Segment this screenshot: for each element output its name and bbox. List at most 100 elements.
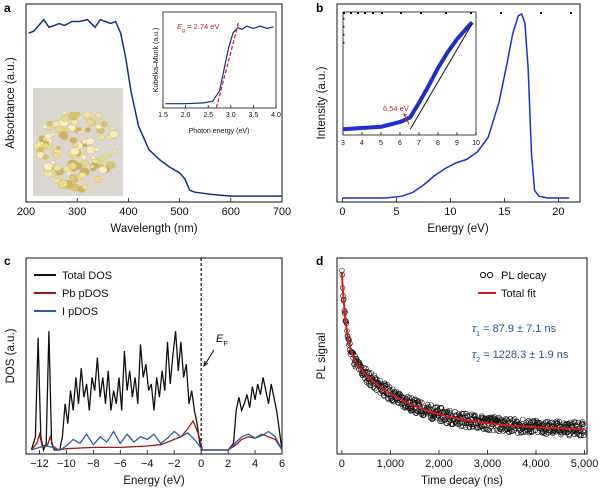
- total-fit-line: [340, 271, 585, 430]
- panel-a-inset-xlabel: Photon energy (eV): [189, 128, 250, 135]
- panel-b-x-tick-label-0: 0: [339, 206, 345, 218]
- panel-c-x-tick-label-7: 2: [225, 458, 231, 470]
- pl-decay-point: [372, 385, 378, 392]
- pl-decay-point: [446, 410, 453, 416]
- crystal-grain: [109, 130, 119, 139]
- panel-a-xlabel: Wavelength (nm): [110, 223, 197, 235]
- pl-decay-point: [466, 424, 473, 431]
- crystal-grain: [105, 161, 116, 170]
- inset-dot: [343, 34, 345, 36]
- pl-decay-point: [522, 429, 529, 435]
- legend-total-fit: Total fit: [501, 288, 536, 300]
- fermi-label: EF: [216, 333, 228, 348]
- panel-b-inset-x-tick-label-3: 6: [398, 140, 402, 147]
- panel-a-inset-x-tick-label-0: 1.5: [158, 112, 168, 119]
- panel-c-x-tick-label-2: −8: [87, 458, 100, 470]
- panel-a-letter: a: [4, 1, 11, 15]
- inset-dot: [470, 12, 472, 14]
- panel-c-ylabel: DOS (a.u.): [5, 328, 17, 383]
- panel-d-x-tick-label-3: 3,000: [474, 458, 502, 470]
- legend-i-pdos: I pDOS: [62, 306, 98, 318]
- crystal-grain: [63, 127, 70, 133]
- crystal-grain: [101, 121, 108, 127]
- pl-decay-point: [453, 412, 460, 418]
- pl-decay-point: [542, 428, 548, 435]
- crystal-grain: [46, 120, 53, 126]
- panel-a-ylabel: Absorbance (a.u.): [5, 57, 17, 149]
- crystal-grain: [92, 158, 99, 164]
- pl-decay-point: [566, 433, 573, 439]
- panel-b-inset-x-tick-label-5: 8: [436, 140, 440, 147]
- pl-decay-point: [493, 427, 500, 433]
- pl-decay-point: [496, 415, 503, 422]
- pl-decay-point: [406, 395, 413, 401]
- pl-decay-point: [396, 400, 402, 406]
- panel-d: d 0 1,000 2,000 3,000 4,000 5,000 Time decay …: [316, 254, 598, 487]
- panel-a-inset-x-tick-label-2: 2.5: [203, 112, 213, 119]
- panel-b-x-tick-label-3: 15: [498, 206, 510, 218]
- pl-decay-point: [459, 411, 466, 417]
- onset-annotation: 6.54 eV: [383, 104, 409, 113]
- crystal-grain: [78, 172, 87, 179]
- pl-decay-point: [439, 405, 445, 411]
- panel-c-legend: Total DOS Pb pDOS I pDOS: [34, 270, 112, 318]
- legend-marker-pl-decay: [479, 271, 487, 279]
- fermi-arrowhead: [203, 360, 209, 368]
- inset-dot: [420, 12, 422, 14]
- panel-d-x-tick-label-5: 5,000: [571, 458, 599, 470]
- panel-b-inset: 3 4 5 6 7 8 9 10 6.54 eV: [341, 11, 572, 147]
- pl-decay-point: [570, 420, 576, 427]
- crystal-grain: [98, 166, 108, 174]
- pl-decay-point: [365, 369, 371, 375]
- panel-d-ylabel: PL signal: [316, 333, 328, 380]
- panel-a-inset-x-tick-label-5: 4.0: [271, 112, 281, 119]
- inset-dot: [400, 12, 402, 14]
- pl-decay-point: [440, 417, 446, 423]
- inset-intensity-band: [342, 21, 474, 132]
- crystal-grain: [57, 179, 68, 188]
- panel-a-x-tick-label-3: 500: [170, 206, 188, 218]
- crystal-grain: [69, 147, 80, 156]
- legend-pl-decay: PL decay: [501, 270, 547, 282]
- crystal-grain: [82, 143, 88, 148]
- pl-decay-point: [581, 427, 588, 433]
- panel-d-x-ticks: 0 1,000 2,000 3,000 4,000 5,000: [339, 450, 599, 470]
- pl-decay-point: [490, 427, 496, 434]
- inset-dot: [343, 26, 345, 28]
- tau1-annotation: τ1 = 87.9 ± 7.1 ns: [472, 323, 557, 338]
- panel-b-inset-x-ticks: 3 4 5 6 7 8 9 10: [341, 132, 480, 147]
- pl-decay-point: [504, 416, 510, 422]
- pl-decay-point: [502, 418, 508, 424]
- kubelka-munk-line: [165, 25, 274, 105]
- panel-b-x-tick-label-1: 5: [393, 206, 399, 218]
- pl-decay-point: [444, 408, 451, 414]
- panel-c: c −12 −10 −8 −6 −4 −2 0 2 4 6 Energy (eV) DOS (a.…: [4, 254, 285, 487]
- pl-decay-point: [472, 413, 478, 419]
- crystal-grain: [55, 145, 61, 150]
- crystal-grain: [95, 112, 102, 119]
- crystal-grain: [58, 131, 68, 139]
- panel-c-x-tick-label-4: −4: [141, 458, 154, 470]
- panel-a-inset-x-tick-label-3: 3.0: [226, 112, 236, 119]
- crystal-grain: [109, 125, 116, 131]
- inset-dot: [357, 12, 359, 14]
- panel-c-x-tick-label-0: −12: [30, 458, 49, 470]
- panel-d-letter: d: [316, 254, 323, 268]
- crystal-grain: [52, 120, 61, 128]
- crystal-grain: [69, 137, 77, 144]
- crystal-grain: [112, 149, 118, 154]
- i-pdos-line: [31, 430, 283, 451]
- panel-a-frame: [25, 3, 283, 203]
- pl-decay-point: [572, 419, 579, 425]
- crystal-photo: [33, 88, 123, 196]
- panel-a-x-tick-label-1: 300: [68, 206, 86, 218]
- crystal-grain: [52, 151, 61, 159]
- crystal-grain: [43, 162, 54, 171]
- panel-c-xlabel: Energy (eV): [123, 475, 185, 487]
- inset-dot: [381, 12, 383, 14]
- inset-dot: [445, 12, 447, 14]
- panel-d-frame: [336, 257, 588, 455]
- bandgap-annotation: Eg = 2.74 eV: [177, 22, 219, 34]
- fermi-arrow: [203, 349, 215, 367]
- bandgap-fit-line: [215, 20, 240, 109]
